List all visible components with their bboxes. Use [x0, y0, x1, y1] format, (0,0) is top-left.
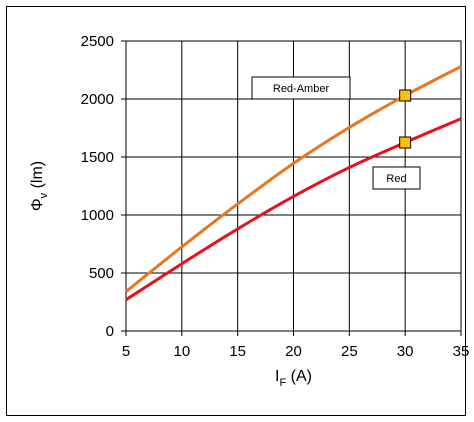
x-tick-label: 15 [229, 343, 246, 360]
annotation-0: Red-Amber [251, 76, 351, 100]
chart-frame [6, 6, 466, 416]
y-axis-label: Φv (lm) [29, 161, 50, 211]
x-tick-label: 20 [285, 343, 302, 360]
annotation-box [372, 166, 421, 190]
x-axis-label-sub: F [279, 377, 286, 389]
y-axis-label-main: Φ [29, 198, 46, 211]
y-tick-label: 500 [89, 265, 114, 282]
y-tick-label: 1500 [81, 149, 114, 166]
y-axis-label-sub: v [38, 192, 50, 198]
x-tick-label: 10 [173, 343, 190, 360]
annotation-text: Red [386, 173, 406, 185]
x-tick-label: 35 [453, 343, 470, 360]
x-axis-label-unit: (A) [286, 368, 312, 385]
x-tick-label: 5 [122, 343, 130, 360]
annotation-box [251, 76, 351, 100]
y-tick-label: 0 [106, 323, 114, 340]
ticks: 5 10 15 20 25 30 35 0 500 1000 1500 2000 2500 [81, 33, 470, 360]
y-tick-label: 2000 [81, 91, 114, 108]
x-tick-label: 30 [397, 343, 414, 360]
x-axis-label-main: I [275, 368, 279, 385]
x-axis-label: IF (A) [275, 368, 312, 389]
annotations: Red-Amber Red [251, 76, 421, 190]
series-marker-0 [399, 89, 412, 102]
x-tick-label: 25 [341, 343, 358, 360]
y-axis-label-unit: (lm) [29, 161, 46, 193]
series-layer [125, 65, 462, 301]
y-tick-label: 1000 [81, 207, 114, 224]
y-tick-label: 2500 [81, 33, 114, 50]
annotation-1: Red [372, 166, 421, 190]
series-marker-1 [399, 136, 412, 149]
annotation-text: Red-Amber [273, 83, 330, 95]
